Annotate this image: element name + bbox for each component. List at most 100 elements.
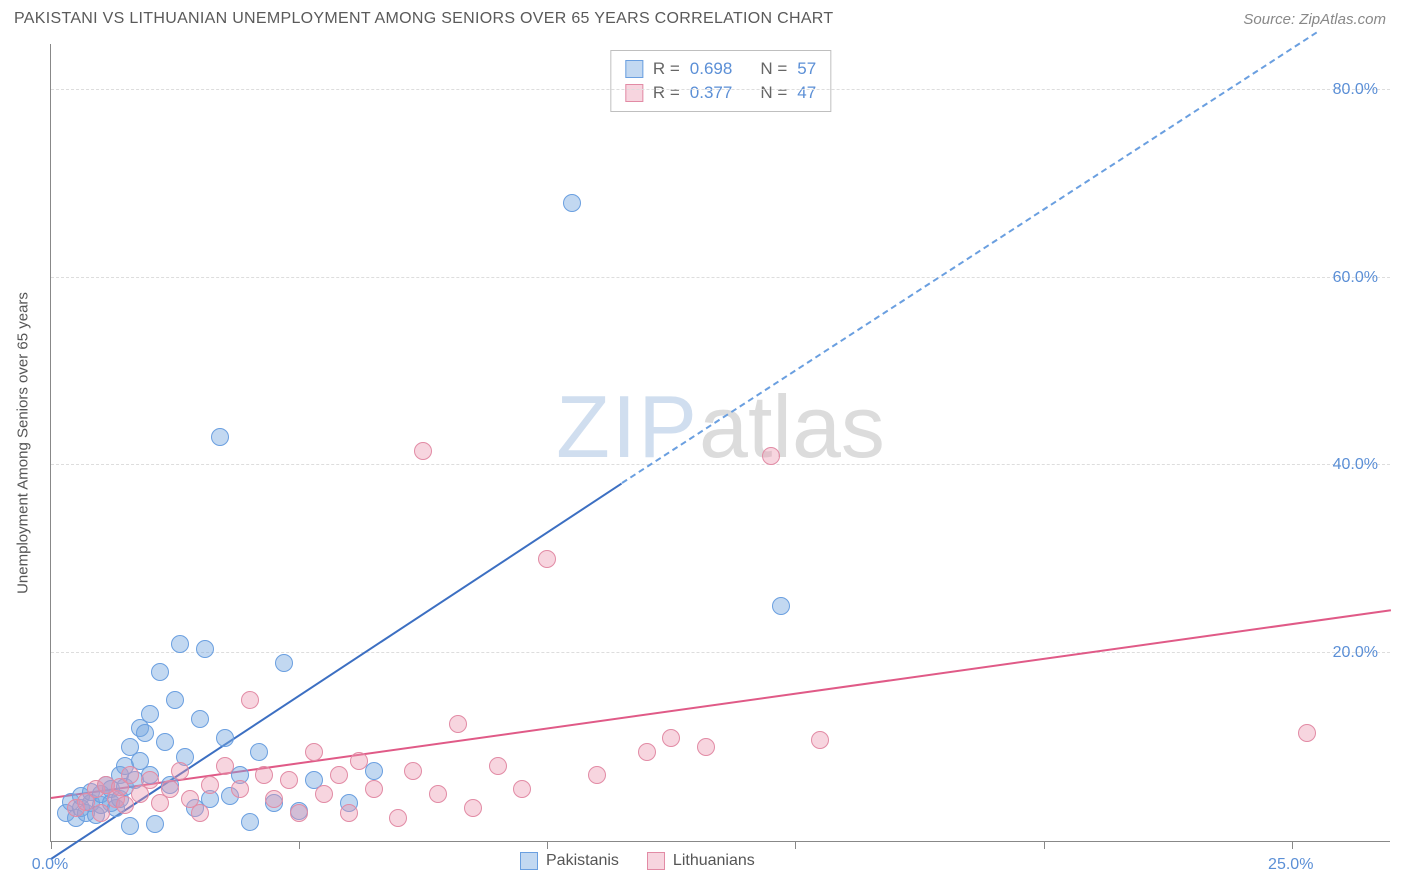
legend-swatch <box>520 852 538 870</box>
data-point <box>136 724 154 742</box>
watermark-part1: ZIP <box>556 377 699 476</box>
gridline <box>51 464 1390 465</box>
data-point <box>449 715 467 733</box>
watermark: ZIPatlas <box>556 376 885 478</box>
data-point <box>191 710 209 728</box>
x-tick <box>1292 841 1293 849</box>
data-point <box>92 804 110 822</box>
x-tick <box>1044 841 1045 849</box>
y-tick-label: 80.0% <box>1333 81 1378 99</box>
y-axis-label: Unemployment Among Seniors over 65 years <box>15 292 32 594</box>
n-value: 57 <box>797 59 816 79</box>
data-point <box>340 804 358 822</box>
source-name: ZipAtlas.com <box>1299 11 1386 28</box>
data-point <box>429 785 447 803</box>
data-point <box>305 743 323 761</box>
data-point <box>201 776 219 794</box>
source-prefix: Source: <box>1243 11 1299 28</box>
n-label: N = <box>760 83 787 103</box>
data-point <box>141 771 159 789</box>
trend-line <box>50 482 622 859</box>
data-point <box>414 442 432 460</box>
data-point <box>156 733 174 751</box>
data-point <box>315 785 333 803</box>
data-point <box>241 813 259 831</box>
data-point <box>350 752 368 770</box>
r-value: 0.698 <box>690 59 733 79</box>
gridline <box>51 89 1390 90</box>
r-value: 0.377 <box>690 83 733 103</box>
data-point <box>121 766 139 784</box>
legend-label: Pakistanis <box>546 852 619 870</box>
gridline <box>51 652 1390 653</box>
data-point <box>762 447 780 465</box>
data-point <box>216 729 234 747</box>
legend-row-lithuanians: R = 0.377 N = 47 <box>625 81 816 105</box>
data-point <box>231 780 249 798</box>
x-tick <box>51 841 52 849</box>
data-point <box>389 809 407 827</box>
data-point <box>121 817 139 835</box>
data-point <box>191 804 209 822</box>
data-point <box>216 757 234 775</box>
data-point <box>811 731 829 749</box>
data-point <box>151 663 169 681</box>
data-point <box>563 194 581 212</box>
data-point <box>275 654 293 672</box>
x-tick <box>795 841 796 849</box>
data-point <box>146 815 164 833</box>
data-point <box>265 790 283 808</box>
data-point <box>290 804 308 822</box>
data-point <box>365 762 383 780</box>
data-point <box>250 743 268 761</box>
chart-title: PAKISTANI VS LITHUANIAN UNEMPLOYMENT AMO… <box>14 10 833 28</box>
x-tick <box>299 841 300 849</box>
legend-swatch-pakistanis <box>625 60 643 78</box>
data-point <box>330 766 348 784</box>
data-point <box>588 766 606 784</box>
data-point <box>464 799 482 817</box>
legend-swatch-lithuanians <box>625 84 643 102</box>
data-point <box>772 597 790 615</box>
data-point <box>513 780 531 798</box>
data-point <box>141 705 159 723</box>
data-point <box>538 550 556 568</box>
y-tick-label: 20.0% <box>1333 644 1378 662</box>
data-point <box>489 757 507 775</box>
x-tick <box>547 841 548 849</box>
data-point <box>697 738 715 756</box>
data-point <box>280 771 298 789</box>
data-point <box>171 762 189 780</box>
data-point <box>116 796 134 814</box>
data-point <box>1298 724 1316 742</box>
series-legend: Pakistanis Lithuanians <box>520 852 755 870</box>
chart-header: PAKISTANI VS LITHUANIAN UNEMPLOYMENT AMO… <box>0 0 1406 36</box>
y-tick-label: 60.0% <box>1333 269 1378 287</box>
r-label: R = <box>653 83 680 103</box>
data-point <box>404 762 422 780</box>
data-point <box>211 428 229 446</box>
source-attribution: Source: ZipAtlas.com <box>1243 11 1386 28</box>
legend-item: Pakistanis <box>520 852 619 870</box>
n-value: 47 <box>797 83 816 103</box>
data-point <box>638 743 656 761</box>
data-point <box>166 691 184 709</box>
scatter-chart: Unemployment Among Seniors over 65 years… <box>50 44 1390 842</box>
correlation-legend: R = 0.698 N = 57 R = 0.377 N = 47 <box>610 50 831 112</box>
data-point <box>161 780 179 798</box>
x-tick-label: 25.0% <box>1268 856 1313 874</box>
data-point <box>365 780 383 798</box>
legend-row-pakistanis: R = 0.698 N = 57 <box>625 57 816 81</box>
data-point <box>255 766 273 784</box>
legend-item: Lithuanians <box>647 852 755 870</box>
data-point <box>196 640 214 658</box>
r-label: R = <box>653 59 680 79</box>
n-label: N = <box>760 59 787 79</box>
data-point <box>171 635 189 653</box>
legend-label: Lithuanians <box>673 852 755 870</box>
legend-swatch <box>647 852 665 870</box>
x-tick-label: 0.0% <box>32 856 68 874</box>
data-point <box>662 729 680 747</box>
data-point <box>241 691 259 709</box>
y-tick-label: 40.0% <box>1333 456 1378 474</box>
